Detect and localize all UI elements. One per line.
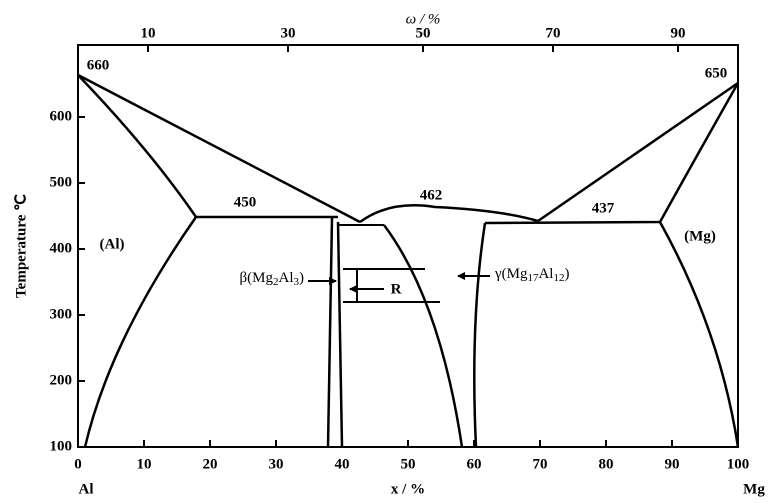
left-axis-title: Temperature ℃ [13,194,29,298]
label-sub: 17 [527,272,539,284]
liquidus-left [77,73,361,224]
x-tick-label: 100 [727,456,750,472]
y-tick-label: 600 [50,108,73,124]
top-tick-label: 70 [546,25,561,41]
x-tick-label: 30 [269,456,284,472]
y-tick-label: 100 [50,438,73,454]
solidus-left [77,74,338,219]
y-tick-label: 200 [50,372,73,388]
label-sub: 12 [553,272,564,284]
x-tick-label: 50 [401,456,416,472]
left-element: Al [79,481,94,497]
right-element: Mg [743,481,765,497]
liquidus-right [537,81,739,223]
label-part: γ(Mg [494,266,528,282]
temperature-label: 650 [705,65,728,81]
solvus-al [83,216,198,448]
solidus-right [484,82,740,225]
x-tick-label: 60 [467,456,482,472]
gamma-left [382,224,464,448]
top-axis-title: ω / % [406,11,441,27]
y-tick-label: 500 [50,174,73,190]
gamma-phase-label: γ(Mg17Al12) [494,266,569,283]
label-part: β(Mg [240,270,274,286]
label-part: ) [564,266,569,282]
solvus-mg [658,221,740,448]
top-tick-label: 30 [281,25,296,41]
phase-label: (Al) [100,236,125,252]
liquidus-dome [359,204,539,224]
label-part: Al [538,266,553,282]
top-tick-label: 90 [671,25,686,41]
label-part: Al [279,270,294,286]
y-tick-label: 400 [50,240,73,256]
temperature-label: 462 [420,187,443,203]
x-tick-label: 20 [203,456,218,472]
bottom-axis-title: x / % [391,481,425,497]
top-tick-label: 10 [141,25,156,41]
top-tick-label: 50 [416,25,431,41]
temperature-label: 450 [234,194,257,210]
phase-boundaries [77,73,740,448]
beta-phase-label: β(Mg2Al3) [240,270,304,287]
phase-label: (Mg) [684,228,716,244]
x-tick-label: 80 [599,456,614,472]
x-tick-label: 70 [533,456,548,472]
x-tick-label: 10 [137,456,152,472]
y-tick-label: 300 [50,306,73,322]
temperature-label: 437 [592,200,615,216]
label-sub: 3 [294,276,300,288]
x-tick-label: 0 [74,456,82,472]
gamma-right [473,222,487,448]
beta-left [326,217,334,448]
x-tick-label: 40 [335,456,350,472]
beta-right [336,221,344,448]
r-region [343,268,440,303]
x-tick-label: 90 [665,456,680,472]
label-part: ) [299,270,304,286]
label-sub: 2 [273,276,279,288]
phase-label: R [391,281,402,297]
temperature-label: 660 [87,57,110,73]
